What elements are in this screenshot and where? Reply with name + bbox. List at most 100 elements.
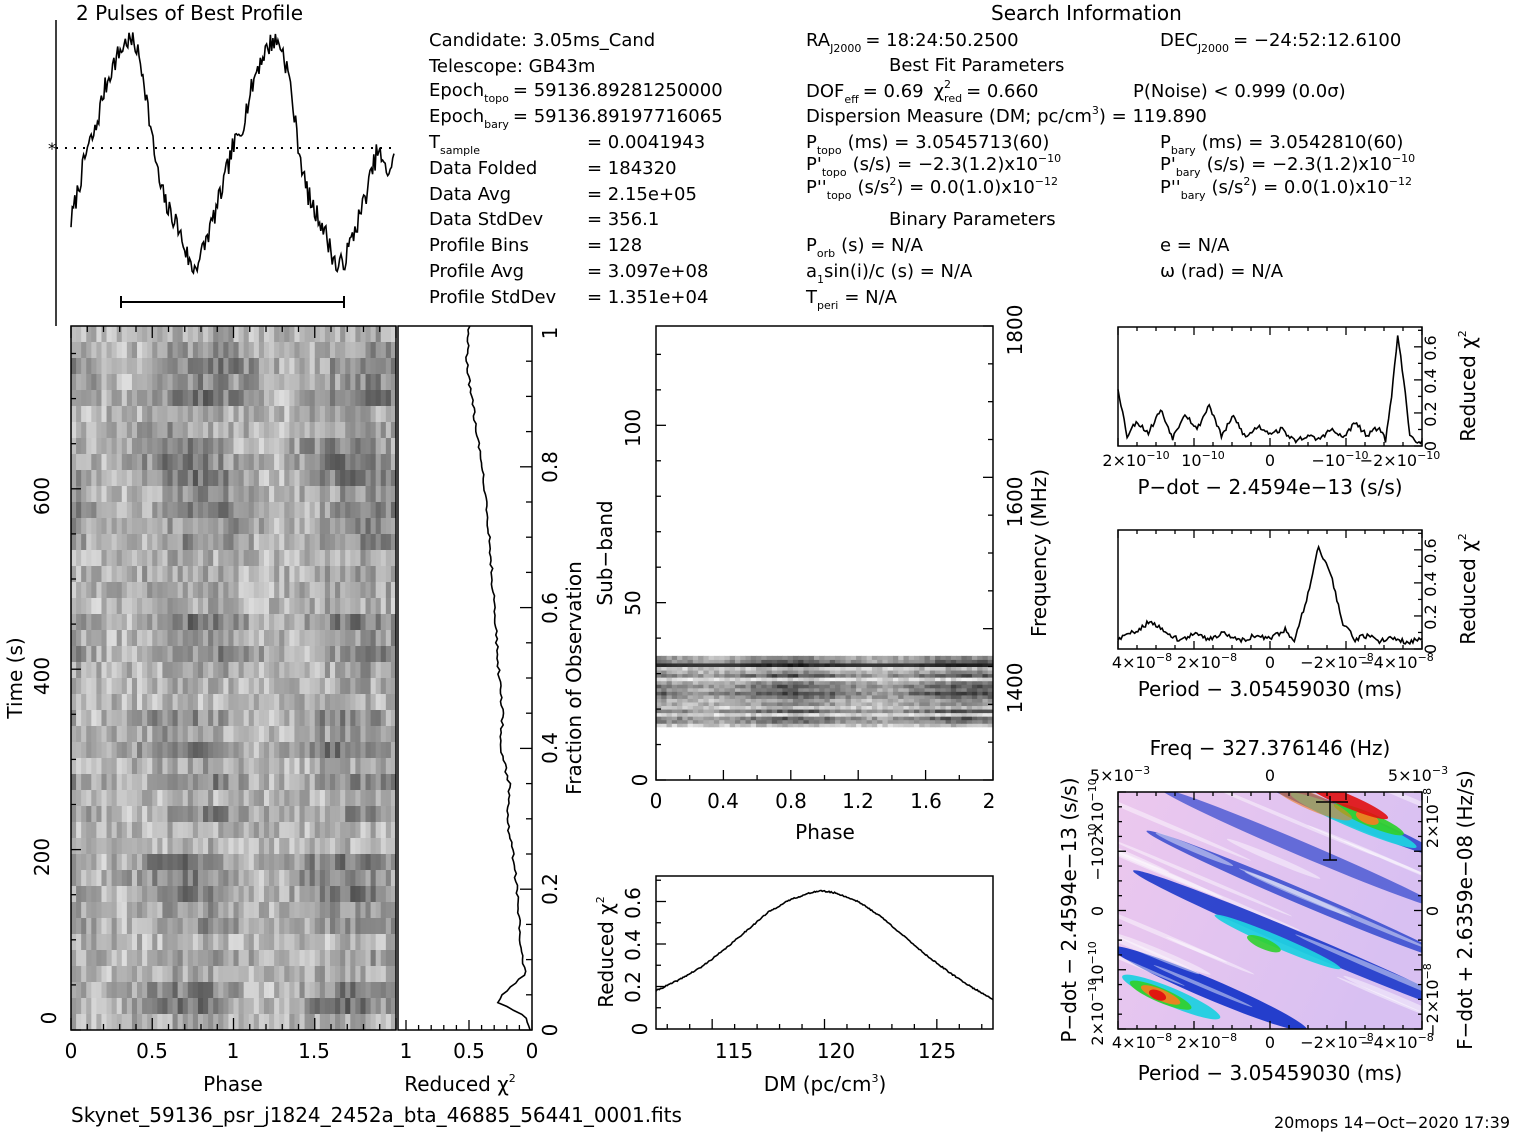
time-phase-cell: [101, 966, 108, 983]
time-phase-cell: [208, 998, 214, 1015]
time-phase-cell: [142, 806, 148, 823]
time-phase-cell: [157, 646, 164, 663]
time-phase-cell: [192, 694, 199, 711]
subband-cell: [819, 684, 825, 689]
porb-sub: orb: [817, 247, 835, 260]
time-phase-cell: [86, 550, 92, 567]
time-phase-cell: [197, 646, 204, 663]
time-phase-cell: [263, 438, 270, 455]
subband-cell: [792, 687, 799, 692]
time-phase-cell: [208, 742, 214, 759]
time-phase-cell: [208, 566, 214, 583]
subband-cell: [656, 701, 662, 707]
subband-cell: [708, 705, 715, 710]
time-phase-cell: [380, 518, 387, 535]
time-phase-cell: [106, 582, 113, 599]
time-phase-cell: [355, 518, 362, 535]
time-phase-cell: [71, 902, 77, 919]
subband-cell: [966, 701, 973, 707]
time-phase-cell: [182, 1014, 189, 1030]
time-phase-cell: [121, 582, 128, 599]
time-phase-cell: [390, 774, 396, 791]
sb-xtick-12: 1.2: [842, 789, 874, 813]
time-phase-cell: [208, 822, 214, 839]
subband-cell: [671, 701, 678, 707]
time-phase-cell: [345, 326, 351, 343]
subband-cell: [692, 701, 699, 707]
subband-cell: [914, 694, 920, 699]
time-phase-cell: [314, 934, 321, 951]
subband-cell: [850, 670, 857, 675]
time-phase-cell: [345, 390, 351, 407]
subband-cell: [866, 701, 873, 707]
subband-cell: [677, 684, 683, 689]
time-phase-cell: [340, 486, 346, 503]
time-phase-cell: [137, 886, 143, 903]
subband-cell: [656, 655, 662, 660]
time-phase-cell: [385, 934, 392, 951]
time-phase-cell: [167, 326, 174, 343]
subband-cell: [729, 709, 736, 714]
time-phase-cell: [223, 486, 230, 503]
pp-ytick-4-base: 2×10: [1088, 1002, 1107, 1046]
subband-cell: [824, 712, 831, 717]
time-phase-cell: [147, 710, 153, 727]
time-phase-cell: [253, 662, 260, 679]
subband-cell: [787, 719, 794, 724]
time-phase-cell: [218, 694, 224, 711]
time-phase-cell: [86, 358, 92, 375]
subband-cell: [708, 709, 715, 714]
time-phase-cell: [299, 390, 306, 407]
time-phase-cell: [86, 566, 92, 583]
subband-cell: [945, 694, 952, 699]
time-phase-cell: [319, 774, 326, 791]
time-phase-cell: [355, 934, 362, 951]
sb-ytick-100: 100: [621, 409, 645, 447]
sb-xtick-0: 0: [650, 789, 663, 813]
subband-cell: [835, 701, 841, 707]
subband-cell: [782, 698, 789, 703]
subband-cell: [761, 677, 768, 682]
chi-xlabel: Reduced χ2: [404, 1072, 516, 1096]
omega-line: ω (rad) = N/A: [1160, 261, 1284, 282]
subband-cell: [982, 655, 989, 660]
time-phase-cell: [167, 678, 174, 695]
subband-cell: [940, 701, 947, 707]
subband-cell: [871, 701, 878, 707]
subband-cell: [677, 687, 683, 692]
pp-ytick-4-exp: −10: [1086, 978, 1099, 1001]
subband-cell: [803, 670, 810, 675]
time-phase-cell: [152, 854, 158, 871]
time-phase-cell: [284, 694, 290, 711]
subband-cell: [840, 680, 847, 685]
time-phase-cell: [279, 502, 285, 519]
subband-cell: [808, 709, 815, 714]
subband-cell: [961, 670, 968, 675]
time-phase-cell: [350, 326, 356, 343]
subband-cell: [829, 662, 836, 667]
time-phase-cell: [253, 566, 260, 583]
time-phase-cell: [218, 950, 224, 967]
time-phase-cell: [233, 886, 240, 903]
time-phase-cell: [91, 630, 97, 647]
time-phase-cell: [299, 502, 306, 519]
time-phase-cell: [197, 1014, 204, 1030]
subband-cell: [861, 691, 868, 696]
time-phase-cell: [111, 822, 118, 839]
time-phase-cell: [390, 1014, 396, 1030]
subband-cell: [924, 716, 931, 721]
time-phase-cell: [116, 534, 123, 551]
time-phase-cell: [370, 918, 377, 935]
time-phase-cell: [248, 1014, 255, 1030]
subband-cell: [982, 684, 989, 689]
time-phase-cell: [208, 950, 214, 967]
time-phase-cell: [203, 758, 209, 775]
time-phase-cell: [294, 518, 301, 535]
subband-cell: [903, 694, 910, 699]
subband-cell: [950, 662, 957, 667]
subband-cell: [677, 673, 683, 678]
time-phase-cell: [269, 758, 275, 775]
time-phase-cell: [106, 694, 113, 711]
time-phase-cell: [238, 678, 245, 695]
subband-cell: [734, 687, 741, 692]
